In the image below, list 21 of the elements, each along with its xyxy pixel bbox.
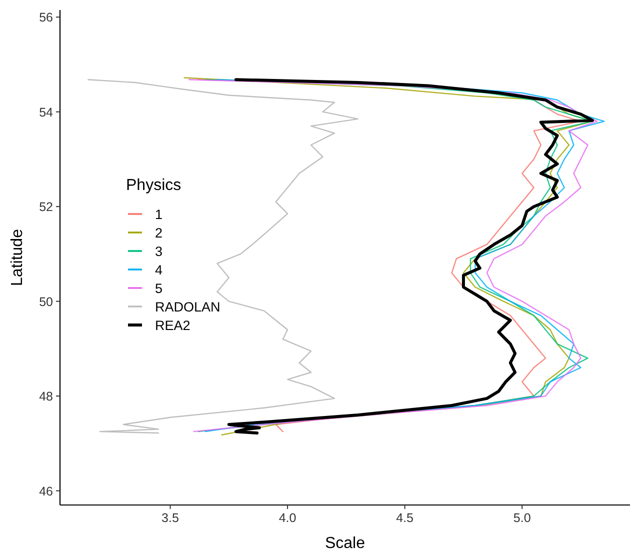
x-tick-label: 3.5 (162, 511, 179, 525)
legend-label: 3 (155, 244, 163, 259)
y-tick-label: 50 (39, 294, 54, 309)
legend-title: Physics (126, 177, 182, 194)
legend-label: RADOLAN (155, 300, 220, 314)
x-tick-label: 4.5 (396, 511, 414, 525)
line-series (88, 79, 358, 434)
legend-label: 5 (155, 281, 163, 296)
y-tick-label: 46 (39, 484, 54, 498)
y-tick-label: 56 (39, 10, 54, 25)
y-tick-label: 52 (39, 200, 54, 214)
y-axis-title: Latitude (9, 228, 26, 286)
y-tick-label: 48 (39, 390, 54, 404)
legend-label: 1 (155, 207, 163, 222)
x-tick-label: 4.0 (278, 511, 296, 525)
legend-label: 4 (155, 262, 163, 278)
x-tick-label: 5.0 (513, 511, 531, 525)
legend-label: 2 (155, 226, 163, 240)
x-axis-title: Scale (324, 535, 366, 552)
y-tick-label: 54 (39, 105, 54, 120)
legend-label: REA2 (155, 318, 190, 333)
